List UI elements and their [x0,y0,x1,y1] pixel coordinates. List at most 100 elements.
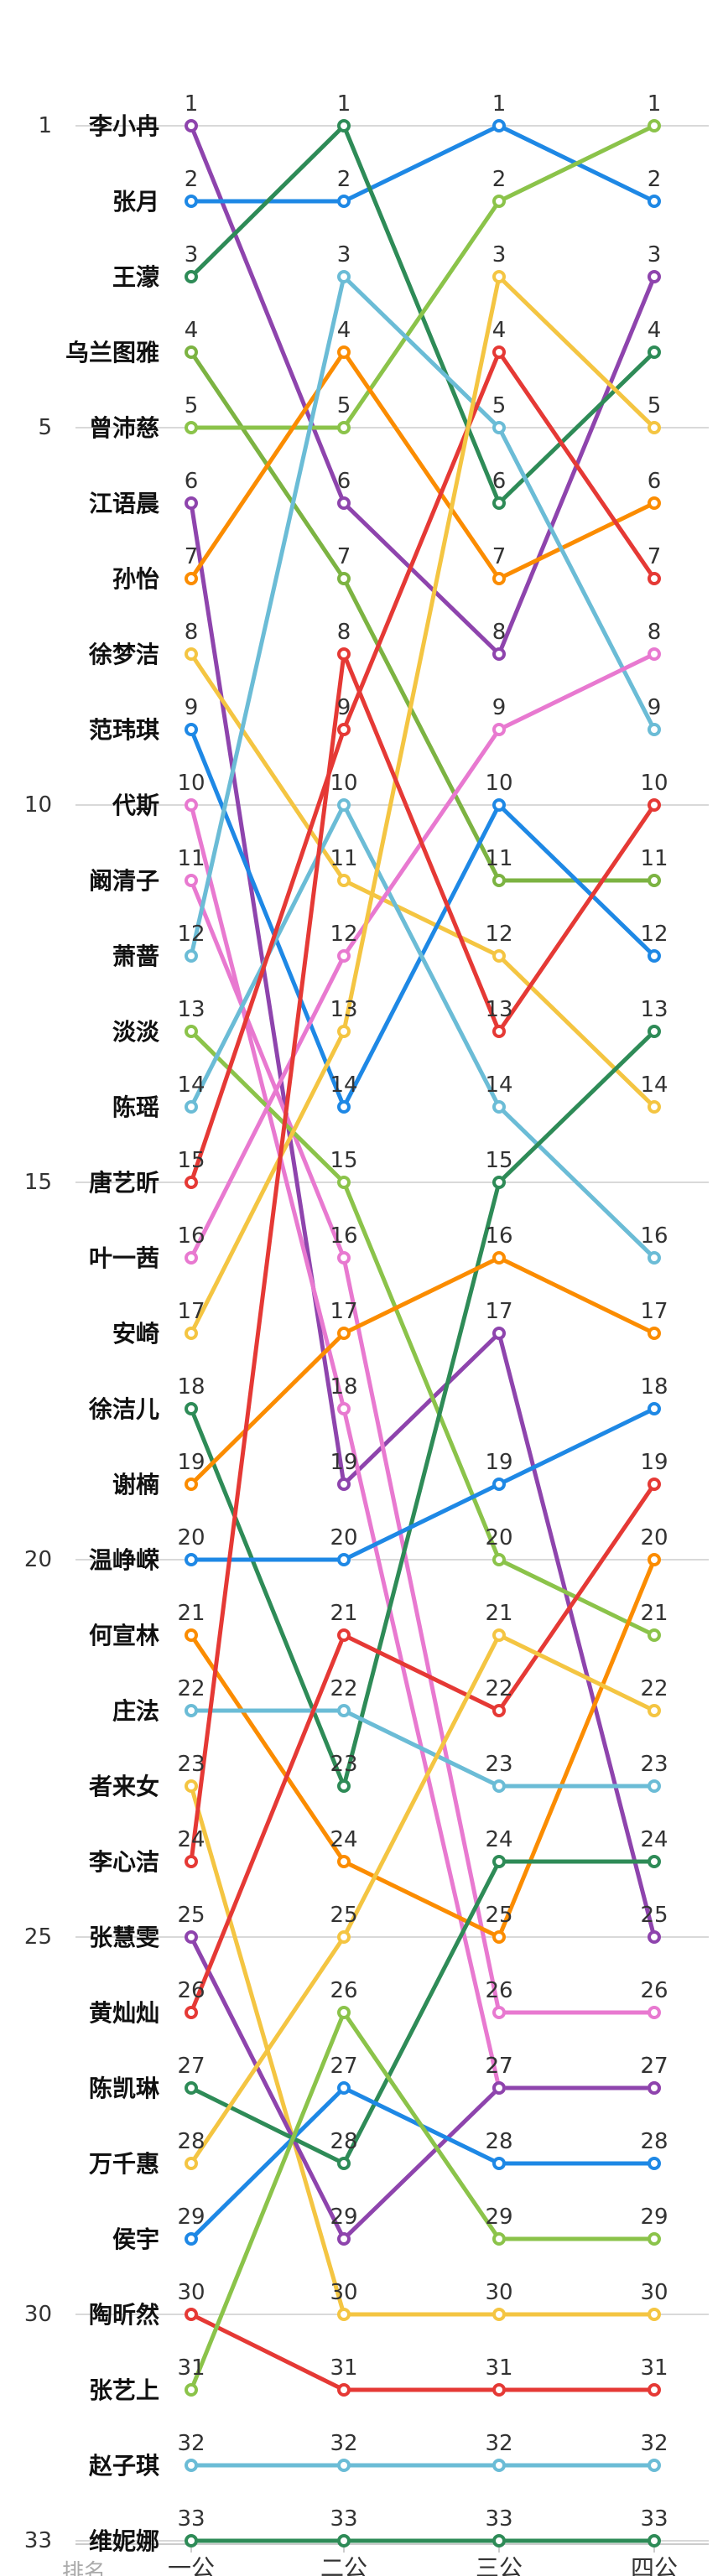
rank-label: 27 [640,2054,668,2079]
rank-label: 3 [492,242,507,267]
data-point [185,2459,198,2472]
x-tick-label: 二公 [320,2554,367,2576]
data-point [648,2006,661,2019]
rank-label: 3 [337,242,351,267]
data-point [648,2232,661,2246]
data-point [185,647,198,661]
rank-label: 30 [177,2280,205,2305]
data-point [185,496,198,510]
series-line [189,1030,656,1789]
rank-label: 11 [177,846,205,871]
series-name-label: 陈凯琳 [89,2075,160,2102]
data-point [492,119,506,132]
rank-label: 14 [330,1072,357,1098]
data-point [337,874,351,887]
rank-label: 2 [185,167,199,192]
grid-lines [75,125,709,2542]
rank-label: 21 [485,1601,512,1626]
series-line [190,2312,654,2392]
data-point [185,1251,198,1265]
series-line [189,802,656,1259]
rank-label: 21 [640,1601,668,1626]
data-point [337,1025,351,1038]
data-point [337,2232,351,2246]
data-point [185,1704,198,1717]
rank-label: 12 [177,922,205,947]
data-point [648,2157,661,2170]
rank-label: 26 [330,1978,357,2003]
rank-label: 2 [337,167,351,192]
rank-label: 25 [485,1903,512,1928]
data-point [648,270,661,283]
data-point [185,345,198,359]
series-name-label: 叶一茜 [89,1244,159,1272]
rank-label: 6 [337,469,351,494]
data-point [648,723,661,736]
data-point [337,1100,351,1114]
series-line [189,1935,654,2241]
rank-label: 32 [640,2431,668,2456]
data-point [648,2308,661,2321]
data-point [185,1100,198,1114]
data-point [648,1327,661,1340]
rank-label: 29 [177,2205,205,2230]
rank-label: 31 [177,2355,205,2381]
series-name-label: 赵子琪 [88,2452,159,2480]
rank-label: 13 [640,997,668,1022]
data-point [648,1855,661,1868]
rank-label: 13 [485,997,512,1022]
data-point [648,195,661,208]
rank-label: 23 [177,1752,205,1777]
data-point [185,1327,198,1340]
rank-label: 4 [185,318,199,343]
data-point [337,496,351,510]
data-point [492,345,506,359]
rank-label: 22 [330,1676,357,1701]
series-line [189,274,656,1335]
series-name-label: 黄灿灿 [89,1999,159,2027]
series-name-label: 陶昕然 [89,2301,159,2329]
series-name-label: 代斯 [112,792,159,819]
data-point [648,1100,661,1114]
data-point [492,2232,506,2246]
rank-label: 28 [485,2129,512,2154]
rank-label: 6 [492,469,507,494]
data-point [648,1402,661,1415]
rank-label: 9 [185,695,199,720]
series-line [189,1633,656,2165]
series-line [189,2010,654,2391]
series-name-label: 孙怡 [112,565,159,593]
series-name-label: 者来女 [89,1773,159,1800]
rank-label: 16 [485,1223,512,1249]
series-lines [189,123,657,2543]
series-name-label: 何宣林 [89,1622,159,1649]
series-line [191,1406,656,1562]
series-name-label: 庄法 [112,1697,159,1725]
rank-label: 30 [330,2280,357,2305]
data-point [337,723,351,736]
x-tick-label: 一公 [168,2554,215,2576]
data-point [337,1779,351,1793]
data-point [492,496,506,510]
series-name-label: 徐洁儿 [88,1395,159,1423]
data-point [492,798,506,812]
data-point [492,2006,506,2019]
data-point [337,2534,351,2547]
data-point [648,2383,661,2397]
rank-label: 28 [640,2129,668,2154]
data-point [492,2383,506,2397]
data-point [185,1628,198,1642]
series-line [189,350,657,1183]
series-line [189,652,657,1862]
data-point [648,874,661,887]
rank-label: 1 [185,91,199,117]
data-point [185,421,198,434]
data-point [337,647,351,661]
series-line [191,1708,654,1789]
rank-label: 18 [330,1374,357,1400]
rank-label: 20 [485,1525,512,1550]
data-point [492,2308,506,2321]
rank-label: 24 [177,1827,205,1852]
data-point [185,723,198,736]
